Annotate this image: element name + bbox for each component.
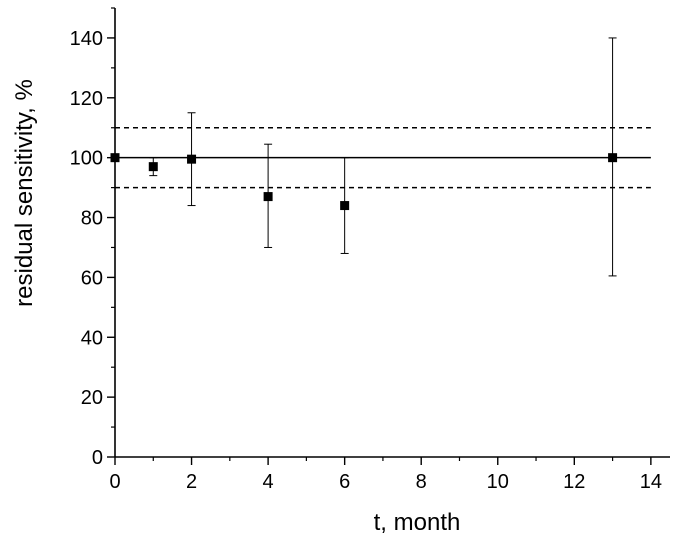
x-tick-label: 0 [109,471,120,493]
y-tick-label: 120 [70,88,103,110]
y-tick-label: 20 [81,387,103,409]
y-tick-label: 80 [81,208,103,230]
y-tick-label: 60 [81,267,103,289]
x-tick-label: 10 [487,471,509,493]
x-tick-label: 8 [416,471,427,493]
y-axis-title: residual sensitivity, % [11,79,38,307]
data-point-marker [187,154,197,164]
y-tick-label: 40 [81,327,103,349]
y-tick-label: 0 [92,447,103,469]
data-point-marker [608,153,618,163]
x-tick-label: 2 [186,471,197,493]
data-point-marker [148,162,158,172]
reference-lines [115,126,651,189]
data-points [110,153,618,211]
x-tick-label: 12 [563,471,585,493]
axes [114,8,670,458]
data-point-marker [110,153,120,163]
x-tick-label: 14 [640,471,662,493]
data-point-marker [340,201,350,211]
x-axis-title: t, month [374,509,461,536]
y-tick-label: 100 [70,148,103,170]
x-tick-label: 4 [263,471,274,493]
x-tick-label: 6 [339,471,350,493]
data-point-marker [263,192,273,202]
y-tick-label: 140 [70,28,103,50]
